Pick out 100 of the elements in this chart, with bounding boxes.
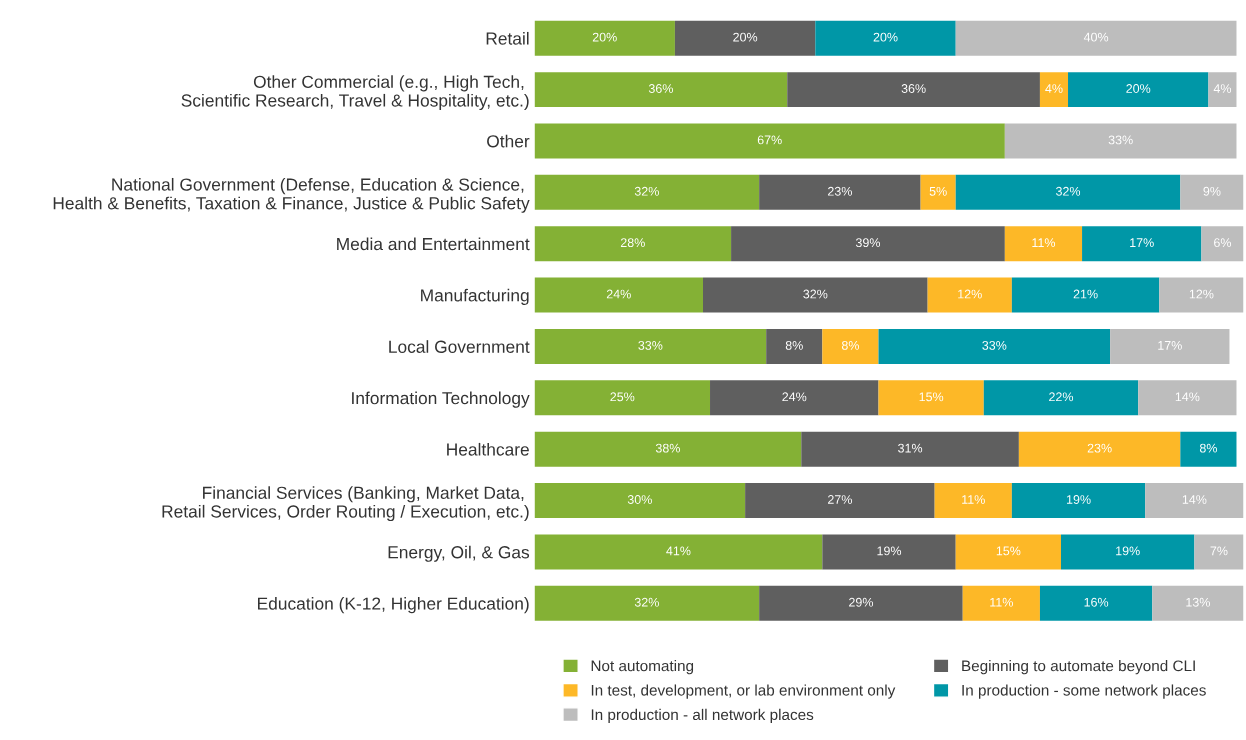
bar	[1004, 226, 1083, 262]
data-label: 38%	[655, 443, 680, 453]
bar	[1194, 534, 1244, 570]
bar	[815, 20, 956, 56]
y-tick-label: Manufacturing	[421, 288, 529, 305]
data-label: 25%	[610, 392, 635, 402]
bar	[710, 380, 879, 416]
bar	[1018, 431, 1181, 467]
bar	[766, 328, 823, 364]
bar	[674, 20, 816, 56]
data-label: 32%	[803, 289, 828, 299]
bar	[1068, 72, 1209, 108]
data-label: 4%	[1213, 84, 1232, 93]
bar	[534, 380, 711, 416]
bar	[801, 431, 1019, 467]
data-label: 12%	[958, 289, 982, 299]
legend-label: Not automating	[591, 660, 694, 675]
bar	[1152, 585, 1244, 621]
data-label: 7%	[1210, 546, 1228, 556]
bar	[1138, 380, 1237, 416]
bar	[534, 277, 703, 313]
bar	[955, 174, 1181, 210]
data-label: 8%	[841, 340, 859, 350]
bar	[920, 174, 956, 210]
bar	[1082, 226, 1202, 262]
data-label: 15%	[919, 392, 944, 402]
data-label: 20%	[592, 32, 617, 42]
bar	[934, 483, 1012, 519]
bar	[1011, 277, 1160, 313]
data-label: 12%	[1189, 289, 1214, 299]
bar	[1180, 431, 1237, 467]
bar	[1004, 123, 1237, 159]
data-label: 9%	[1203, 186, 1221, 196]
data-label: 23%	[828, 186, 852, 196]
data-label: 14%	[1175, 392, 1200, 402]
bar	[534, 226, 732, 262]
bar	[1180, 174, 1244, 210]
data-label: 24%	[782, 392, 807, 402]
bar	[1159, 277, 1244, 313]
data-label: 15%	[996, 546, 1021, 556]
bar	[1110, 328, 1230, 364]
bar	[1208, 72, 1237, 108]
bar	[955, 20, 1237, 56]
data-label: 32%	[1055, 186, 1081, 196]
data-label: 20%	[873, 32, 898, 42]
data-label: 31%	[898, 443, 923, 453]
bar	[1061, 534, 1195, 570]
y-tick-label: Healthcare	[447, 442, 529, 456]
data-label: 33%	[982, 340, 1007, 350]
bar	[534, 585, 760, 621]
data-label: 8%	[1199, 443, 1217, 453]
y-tick-label: National Government (Defense, Education & Science, Health & Benefits, Taxation & Finance, Justice & Public Safety	[53, 177, 530, 213]
bar	[534, 328, 767, 364]
bar	[878, 328, 1111, 364]
data-label: 14%	[1182, 495, 1207, 504]
bar	[1039, 585, 1153, 621]
y-tick-label: Other	[487, 134, 530, 148]
data-label: 11%	[1032, 238, 1056, 248]
y-tick-label: Education (K-12, Higher Education)	[258, 597, 529, 614]
bar	[534, 483, 746, 519]
bar	[731, 226, 1005, 262]
bar	[927, 277, 1012, 313]
bar	[534, 123, 1005, 159]
data-label: 21%	[1073, 289, 1098, 299]
data-label: 8%	[785, 340, 803, 350]
bar	[534, 534, 823, 570]
data-label: 36%	[648, 84, 673, 93]
bar	[534, 174, 760, 210]
data-label: 6%	[1214, 238, 1232, 248]
data-label: 19%	[1116, 546, 1140, 556]
data-label: 29%	[849, 597, 874, 607]
data-label: 19%	[877, 546, 902, 556]
data-label: 13%	[1186, 597, 1210, 607]
bar	[878, 380, 984, 416]
data-label: 5%	[929, 186, 947, 196]
data-label: 17%	[1130, 238, 1154, 248]
data-label: 22%	[1049, 392, 1074, 402]
bar	[822, 534, 956, 570]
bar	[1011, 483, 1146, 519]
data-label: 11%	[962, 495, 985, 504]
legend-label: In production - all network places	[591, 708, 814, 724]
data-label: 23%	[1087, 443, 1112, 453]
data-label: 20%	[1126, 84, 1151, 93]
data-label: 20%	[733, 32, 758, 42]
data-label: 67%	[757, 135, 782, 145]
y-tick-label: Information Technology	[352, 391, 530, 408]
y-tick-label: Retail	[486, 31, 529, 45]
bar	[534, 72, 788, 108]
data-label: 16%	[1084, 597, 1109, 607]
data-label: 40%	[1083, 32, 1109, 42]
data-label: 19%	[1066, 495, 1091, 504]
data-label: 32%	[634, 597, 659, 607]
y-tick-label: Local Government	[389, 340, 530, 353]
data-label: 28%	[620, 238, 645, 248]
data-label: 33%	[1108, 135, 1133, 145]
bar	[534, 20, 675, 56]
data-label: 4%	[1045, 84, 1063, 93]
y-tick-label: Other Commercial (e.g., High Tech, Scientific Research, Travel & Hospitality, etc.)	[181, 75, 529, 111]
y-tick-label: Media and Entertainment	[337, 237, 530, 251]
y-tick-label: Energy, Oil, & Gas	[388, 545, 530, 562]
